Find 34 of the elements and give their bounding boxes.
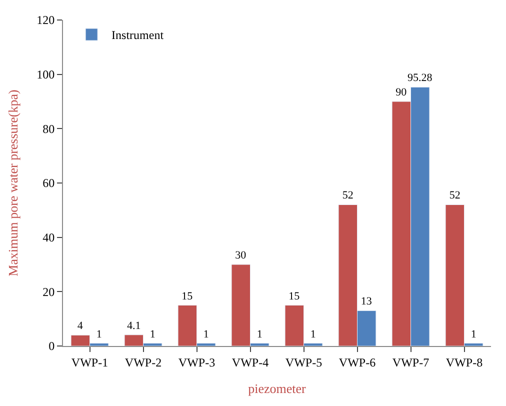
x-axis-title: piezometer bbox=[248, 381, 307, 396]
legend-label: Instrument bbox=[112, 28, 164, 42]
data-label: 1 bbox=[96, 328, 102, 340]
x-tick-label: VWP-8 bbox=[446, 355, 483, 370]
data-label: 52 bbox=[449, 190, 460, 202]
x-tick-label: VWP-1 bbox=[71, 355, 108, 370]
data-label: 13 bbox=[360, 296, 372, 308]
data-label: 1 bbox=[203, 328, 209, 340]
y-tick-label: 20 bbox=[42, 284, 55, 299]
data-label: 1 bbox=[150, 328, 156, 340]
data-label: 4.1 bbox=[127, 320, 141, 332]
data-label: 15 bbox=[288, 290, 300, 302]
data-label: 4 bbox=[77, 320, 84, 332]
x-tick-label: VWP-7 bbox=[392, 355, 430, 370]
y-tick-label: 60 bbox=[42, 176, 55, 190]
y-axis-title: Maximum pore water pressure(kpa) bbox=[6, 90, 21, 276]
data-label: 30 bbox=[235, 250, 247, 262]
x-tick-label: VWP-4 bbox=[232, 355, 269, 370]
y-tick-label: 80 bbox=[42, 122, 55, 136]
data-label: 15 bbox=[182, 290, 194, 302]
x-tick-label: VWP-5 bbox=[285, 355, 322, 370]
data-label: 52 bbox=[342, 190, 354, 202]
y-tick-label: 100 bbox=[36, 68, 55, 82]
y-tick-label: 0 bbox=[48, 339, 55, 354]
data-label: 1 bbox=[470, 328, 476, 340]
y-tick-label: 40 bbox=[42, 230, 55, 245]
data-label: 90 bbox=[396, 86, 408, 98]
data-label: 1 bbox=[310, 328, 316, 340]
x-tick-label: VWP-3 bbox=[178, 355, 216, 370]
x-tick-label: VWP-2 bbox=[124, 355, 162, 370]
data-label: 95.28 bbox=[407, 72, 433, 84]
x-tick-label: VWP-6 bbox=[338, 355, 376, 370]
y-tick-label: 120 bbox=[36, 13, 55, 28]
data-label: 1 bbox=[256, 328, 262, 340]
